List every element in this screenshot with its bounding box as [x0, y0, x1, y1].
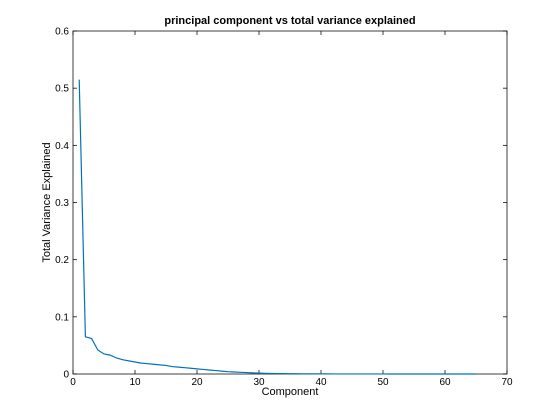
chart-title: principal component vs total variance ex…	[164, 15, 415, 27]
plot-frame	[72, 30, 508, 375]
x-tick-label: 0	[70, 377, 76, 388]
x-tick-label: 10	[129, 377, 141, 388]
x-tick-label: 40	[315, 377, 327, 388]
y-tick-label: 0.3	[55, 198, 69, 209]
x-tick-label: 20	[191, 377, 203, 388]
y-tick-label: 0.6	[55, 27, 69, 38]
x-axis-label: Component	[262, 386, 319, 398]
series-line	[78, 79, 476, 375]
y-tick-label: 0.2	[55, 255, 69, 266]
y-tick-label: 0.1	[55, 312, 69, 323]
y-axis: 0 0.1 0.2 0.3 0.4 0.5 0.6	[55, 27, 507, 381]
x-tick-label: 70	[501, 377, 513, 388]
x-tick-label: 50	[377, 377, 389, 388]
y-tick-label: 0	[63, 370, 69, 381]
x-axis: 0 10 20 30 40 50 60 70	[70, 31, 513, 388]
x-tick-label: 60	[439, 377, 451, 388]
y-tick-label: 0.5	[55, 84, 69, 95]
y-tick-label: 0.4	[55, 141, 69, 152]
y-axis-label: Total Variance Explained	[41, 142, 53, 262]
x-tick-label: 30	[253, 377, 265, 388]
